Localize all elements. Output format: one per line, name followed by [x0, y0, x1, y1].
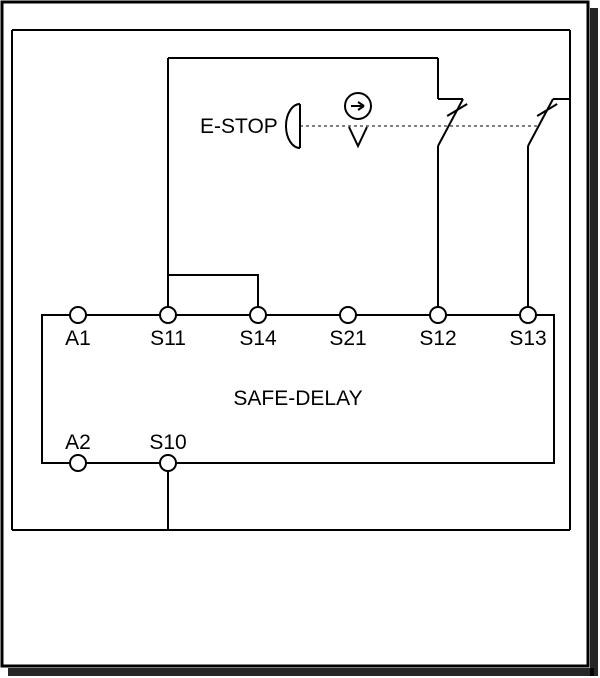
- estop-label: E-STOP: [200, 115, 278, 138]
- label-S10: S10: [149, 431, 186, 454]
- terminal-A2: [70, 455, 86, 471]
- label-S14: S14: [239, 327, 277, 350]
- label-S11: S11: [150, 327, 186, 350]
- terminal-S14: [250, 307, 266, 323]
- terminal-S10: [160, 455, 176, 471]
- module-title: SAFE-DELAY: [233, 387, 362, 410]
- terminal-S13: [520, 307, 536, 323]
- terminal-S21: [340, 307, 356, 323]
- wiring-diagram: SAFE-DELAY A1 S11 S14 S21 S12 S13 A2 S10 E-STOP: [0, 0, 600, 678]
- terminal-A1: [70, 307, 86, 323]
- terminal-S11: [160, 307, 176, 323]
- terminal-S12: [430, 307, 446, 323]
- label-S12: S12: [419, 327, 456, 350]
- shadow-right: [590, 8, 598, 676]
- label-S21: S21: [329, 327, 366, 350]
- shadow-bottom: [8, 668, 594, 676]
- label-A2: A2: [65, 431, 91, 454]
- label-S13: S13: [509, 327, 546, 350]
- label-A1: A1: [65, 327, 91, 350]
